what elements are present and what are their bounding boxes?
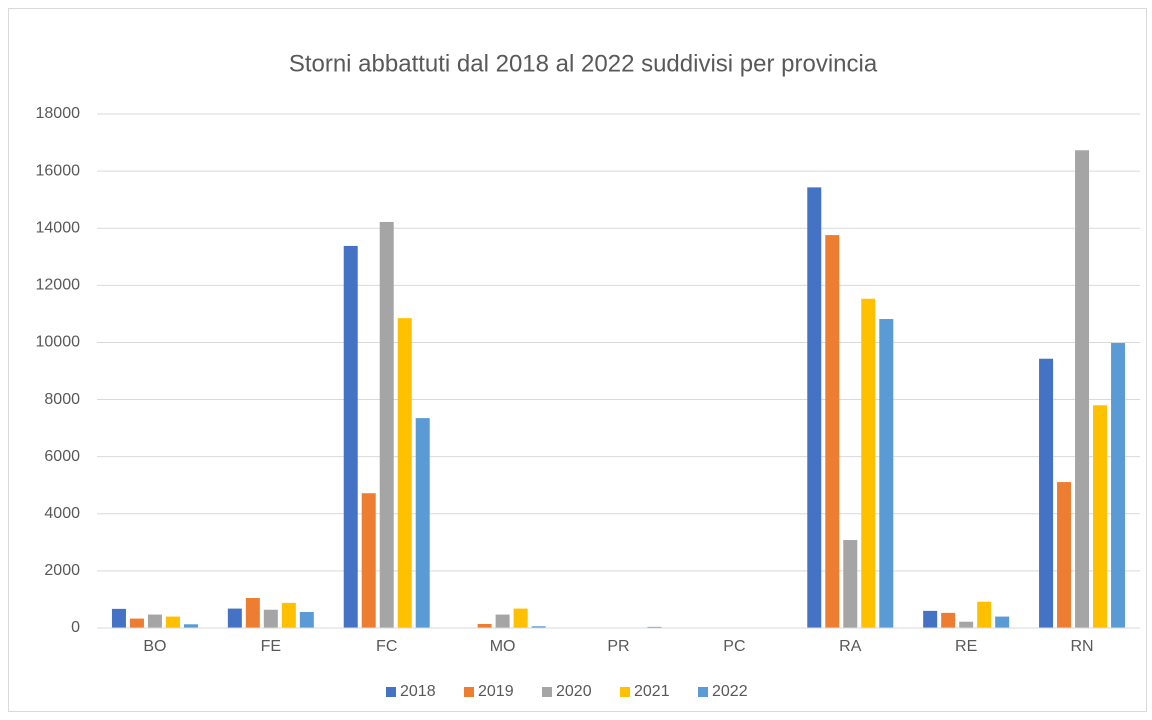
y-tick-label: 2000	[44, 562, 80, 579]
legend-swatch	[620, 687, 630, 697]
y-tick-label: 12000	[36, 277, 81, 294]
bar	[861, 298, 876, 628]
y-tick-label: 10000	[36, 334, 81, 351]
legend-label: 2021	[634, 683, 670, 700]
legend-label: 2022	[712, 683, 748, 700]
bar	[129, 618, 144, 628]
bar	[513, 608, 528, 628]
bar	[995, 616, 1010, 628]
x-tick-label: PC	[723, 638, 745, 655]
bar	[941, 612, 956, 628]
x-tick-label: BO	[143, 638, 166, 655]
bar	[361, 493, 376, 628]
bar	[1093, 405, 1108, 628]
legend-swatch	[698, 687, 708, 697]
bar	[281, 602, 296, 628]
bar	[807, 187, 822, 629]
bar	[379, 221, 394, 628]
bar	[1075, 150, 1090, 628]
bar	[299, 612, 314, 628]
bar	[165, 616, 180, 628]
legend-label: 2020	[556, 683, 592, 700]
bar	[343, 245, 358, 628]
bar	[531, 626, 546, 628]
bar	[111, 608, 126, 628]
bar	[263, 609, 278, 628]
bar	[183, 624, 198, 628]
bar	[977, 601, 992, 628]
legend-swatch	[464, 687, 474, 697]
chart-border	[8, 8, 1147, 712]
y-tick-label: 4000	[44, 505, 80, 522]
bar	[495, 614, 510, 628]
bar	[397, 318, 412, 628]
bar	[245, 598, 260, 628]
x-tick-label: PR	[607, 638, 629, 655]
legend-swatch	[386, 687, 396, 697]
x-tick-label: FC	[376, 638, 397, 655]
bar	[923, 610, 938, 628]
x-tick-label: FE	[261, 638, 281, 655]
bar	[843, 540, 858, 628]
x-tick-label: RN	[1071, 638, 1094, 655]
y-tick-label: 16000	[36, 162, 81, 179]
bar	[647, 626, 662, 628]
legend-swatch	[542, 687, 552, 697]
bar	[825, 235, 840, 628]
bar	[147, 614, 162, 628]
bar	[1057, 482, 1072, 628]
bar	[879, 319, 894, 628]
bar	[1039, 358, 1054, 628]
x-tick-label: RA	[839, 638, 862, 655]
bar	[227, 608, 242, 628]
y-tick-label: 0	[71, 619, 80, 636]
x-tick-label: MO	[490, 638, 516, 655]
bar	[959, 621, 974, 628]
bar	[415, 418, 430, 628]
y-tick-label: 6000	[44, 448, 80, 465]
legend-label: 2019	[478, 683, 514, 700]
bar	[1111, 343, 1126, 628]
y-tick-label: 8000	[44, 391, 80, 408]
x-tick-label: RE	[955, 638, 977, 655]
bar	[477, 624, 492, 628]
y-tick-label: 14000	[36, 219, 81, 236]
y-tick-label: 18000	[36, 105, 81, 122]
legend-label: 2018	[400, 683, 436, 700]
chart-title: Storni abbattuti dal 2018 al 2022 suddiv…	[289, 50, 878, 77]
